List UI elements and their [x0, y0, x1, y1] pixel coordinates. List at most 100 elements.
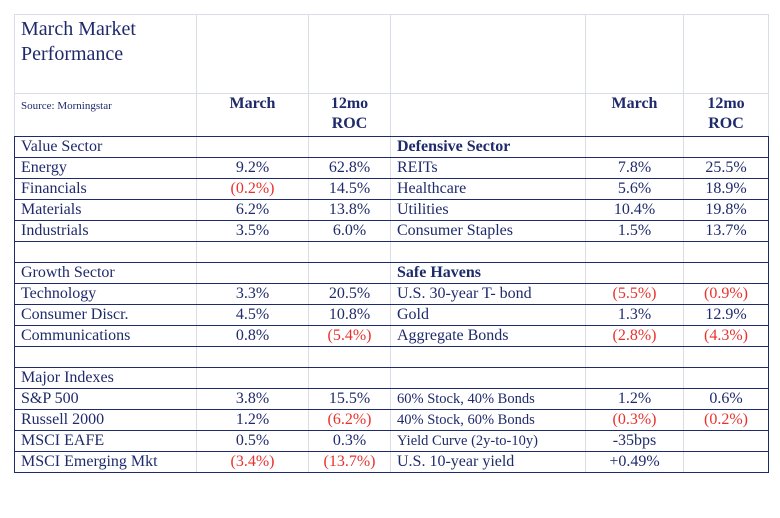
row-label: 40% Stock, 60% Bonds [390, 409, 586, 431]
row-label: Utilities [390, 199, 586, 221]
roc-value: 12.9% [683, 304, 769, 326]
march-value: 9.2% [196, 157, 309, 179]
row-label [14, 346, 197, 368]
row-label: MSCI EAFE [14, 430, 197, 452]
roc-value [683, 262, 769, 284]
row-label: Industrials [14, 220, 197, 242]
market-performance-table: March Market Performance Source: Morning… [14, 14, 769, 473]
empty-cell [683, 14, 769, 94]
march-value: 5.6% [585, 178, 684, 200]
row-label: Energy [14, 157, 197, 179]
roc-value [683, 136, 769, 158]
table-row: Russell 2000 1.2% (6.2%) 40% Stock, 60% Bon… [14, 409, 769, 431]
row-label: U.S. 30-year T- bond [390, 283, 586, 305]
march-value [196, 346, 309, 368]
table-row [14, 346, 769, 368]
empty-cell [196, 14, 309, 94]
roc-value: 19.8% [683, 199, 769, 221]
row-label [14, 241, 197, 263]
row-label: 60% Stock, 40% Bonds [390, 388, 586, 410]
march-value: 3.5% [196, 220, 309, 242]
march-value [196, 262, 309, 284]
roc-value: 25.5% [683, 157, 769, 179]
title-line-1: March Market [21, 18, 136, 40]
march-value: 1.2% [585, 388, 684, 410]
table-row: Value Sector Defensive Sector [14, 136, 769, 158]
march-value [585, 367, 684, 389]
table-row: S&P 500 3.8% 15.5% 60% Stock, 40% Bonds 1.2%… [14, 388, 769, 410]
roc-label-line-1: 12mo [707, 95, 745, 112]
row-label: Consumer Discr. [14, 304, 197, 326]
march-value: 0.5% [196, 430, 309, 452]
header-march-right: March [585, 93, 684, 137]
march-value: (3.4%) [196, 451, 309, 473]
row-label: Communications [14, 325, 197, 347]
roc-value [308, 346, 391, 368]
market-performance-table-wrapper: March Market Performance Source: Morning… [14, 14, 769, 473]
roc-value: 20.5% [308, 283, 391, 305]
march-value [585, 241, 684, 263]
row-label: Gold [390, 304, 586, 326]
table-row: Growth Sector Safe Havens [14, 262, 769, 284]
roc-value [308, 367, 391, 389]
row-label: Healthcare [390, 178, 586, 200]
roc-value [683, 241, 769, 263]
column-header-row: Source: Morningstar March 12mo ROC March [14, 93, 769, 137]
march-value: 3.8% [196, 388, 309, 410]
table-row: MSCI EAFE 0.5% 0.3% Yield Curve (2y-to-10y)… [14, 430, 769, 452]
header-march-left: March [196, 93, 309, 137]
header-roc-right: 12mo ROC [683, 93, 769, 137]
table-row: Energy 9.2% 62.8% REITs 7.8% 25.5% [14, 157, 769, 179]
roc-label-line-2: ROC [331, 115, 368, 132]
column-header-march: March [229, 95, 276, 112]
march-value: 1.5% [585, 220, 684, 242]
table-row [14, 241, 769, 263]
row-label: Technology [14, 283, 197, 305]
title-row: March Market Performance [14, 14, 769, 94]
table-row: Materials 6.2% 13.8% Utilities 10.4% 19.8% [14, 199, 769, 221]
column-header-march: March [611, 95, 658, 112]
roc-value [683, 430, 769, 452]
table-row: MSCI Emerging Mkt (3.4%) (13.7%) U.S. 10-ye… [14, 451, 769, 473]
march-value: -35bps [585, 430, 684, 452]
table-row: Communications 0.8% (5.4%) Aggregate Bonds(… [14, 325, 769, 347]
row-label: Aggregate Bonds [390, 325, 586, 347]
table-row: Consumer Discr. 4.5% 10.8% Gold 1.3% 12.9% [14, 304, 769, 326]
roc-value: 15.5% [308, 388, 391, 410]
roc-value: 13.8% [308, 199, 391, 221]
column-header-roc: 12mo ROC [690, 95, 762, 135]
march-value: (2.8%) [585, 325, 684, 347]
march-value: 6.2% [196, 199, 309, 221]
march-value [196, 241, 309, 263]
roc-value: 62.8% [308, 157, 391, 179]
march-value: 3.3% [196, 283, 309, 305]
roc-value [683, 451, 769, 473]
roc-value: (5.4%) [308, 325, 391, 347]
row-label: Financials [14, 178, 197, 200]
empty-cell [585, 14, 684, 94]
roc-label-line-2: ROC [708, 115, 744, 132]
roc-value [308, 241, 391, 263]
roc-value: 10.8% [308, 304, 391, 326]
march-value [585, 346, 684, 368]
march-value [196, 136, 309, 158]
row-label: Yield Curve (2y-to-10y) [390, 430, 586, 452]
march-value [585, 262, 684, 284]
title-line-2: Performance [21, 43, 124, 65]
table-row: Industrials 3.5% 6.0% Consumer Staples 1.5% 1… [14, 220, 769, 242]
march-value: 1.3% [585, 304, 684, 326]
march-value: 1.2% [196, 409, 309, 431]
march-value: 7.8% [585, 157, 684, 179]
roc-value [683, 346, 769, 368]
roc-value: 0.3% [308, 430, 391, 452]
roc-value: 13.7% [683, 220, 769, 242]
roc-value: 0.6% [683, 388, 769, 410]
roc-value [308, 136, 391, 158]
table-row: Technology 3.3% 20.5% U.S. 30-year T- bond(… [14, 283, 769, 305]
section-heading: Growth Sector [14, 262, 197, 284]
march-value: 0.8% [196, 325, 309, 347]
column-header-roc: 12mo ROC [315, 95, 384, 135]
empty-cell [390, 14, 586, 94]
row-label [390, 241, 586, 263]
roc-value: 14.5% [308, 178, 391, 200]
